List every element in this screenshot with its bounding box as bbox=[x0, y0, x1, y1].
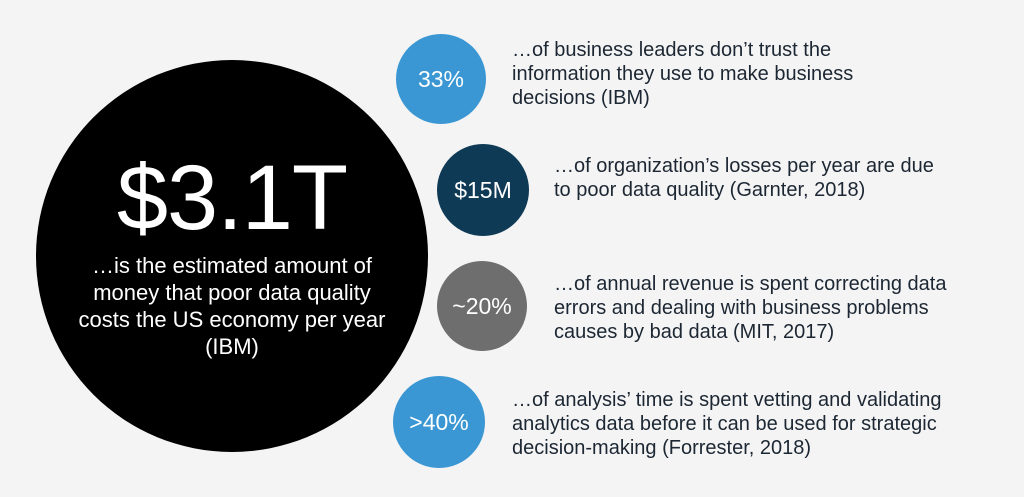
stat-text-org-losses: …of organization’s losses per year are d… bbox=[554, 155, 934, 201]
stat-text-annual-revenue: …of annual revenue is spent correcting d… bbox=[554, 273, 947, 343]
main-stat-description: …is the estimated amount of money that p… bbox=[78, 253, 386, 359]
stat-value-analysis-time: >40% bbox=[409, 408, 469, 435]
stat-circle-annual-revenue: ~20% bbox=[437, 261, 527, 351]
stat-text-leaders-trust: …of business leaders don’t trust the inf… bbox=[512, 39, 854, 109]
stat-value-leaders-trust: 33% bbox=[417, 65, 465, 92]
stat-value-org-losses: $15M bbox=[454, 176, 512, 203]
stat-text-analysis-time: …of analysis’ time is spent vetting and … bbox=[512, 389, 942, 459]
stat-circle-org-losses: $15M bbox=[437, 144, 529, 236]
main-stat-circle: $3.1T …is the estimated amount of money … bbox=[36, 60, 428, 452]
main-stat-value: $3.1T bbox=[116, 147, 348, 249]
stat-circle-analysis-time: >40% bbox=[393, 376, 485, 468]
stat-circle-leaders-trust: 33% bbox=[396, 34, 486, 124]
stat-value-annual-revenue: ~20% bbox=[452, 292, 512, 319]
